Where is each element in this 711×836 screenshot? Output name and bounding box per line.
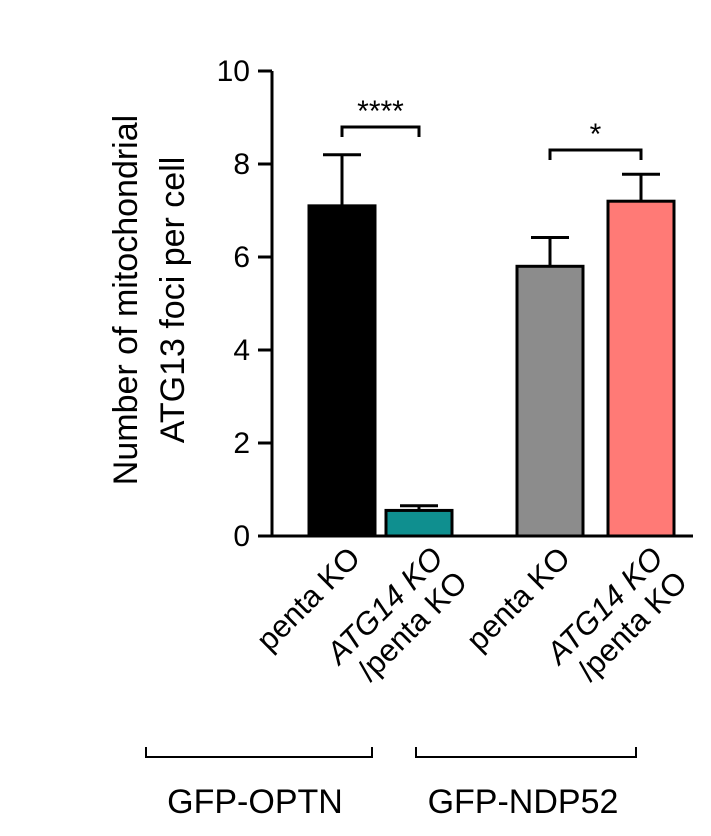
bars [307,199,676,538]
y-tick-label: 6 [233,241,250,274]
group-label: GFP-OPTN [167,783,343,821]
y-tick-label: 0 [233,520,250,553]
y-tick-label: 8 [233,148,250,181]
y-ticks: 0 2 4 6 8 10 [217,55,272,553]
y-axis-title-line-2: ATG13 foci per cell [154,157,192,444]
bar [515,264,585,538]
significance-label: **** [357,95,404,128]
y-axis-title-line-1: Number of mitochondrial [107,115,145,485]
y-tick-label: 2 [233,427,250,460]
bar [307,204,377,538]
group-labels: GFP-OPTN GFP-NDP52 [145,747,637,821]
group-bracket [415,747,637,758]
group-bracket [145,747,373,758]
bar [606,199,676,538]
significance-bracket [340,125,421,137]
significance-label: * [590,118,602,151]
group-label: GFP-NDP52 [428,783,619,821]
y-tick-label: 10 [217,55,250,88]
error-bars [323,153,660,511]
significance-markers: ***** [340,95,643,160]
bar [384,508,454,538]
y-axis-title: Number of mitochondrial ATG13 foci per c… [107,115,192,485]
significance-bracket [548,148,643,160]
y-tick-label: 4 [233,334,250,367]
